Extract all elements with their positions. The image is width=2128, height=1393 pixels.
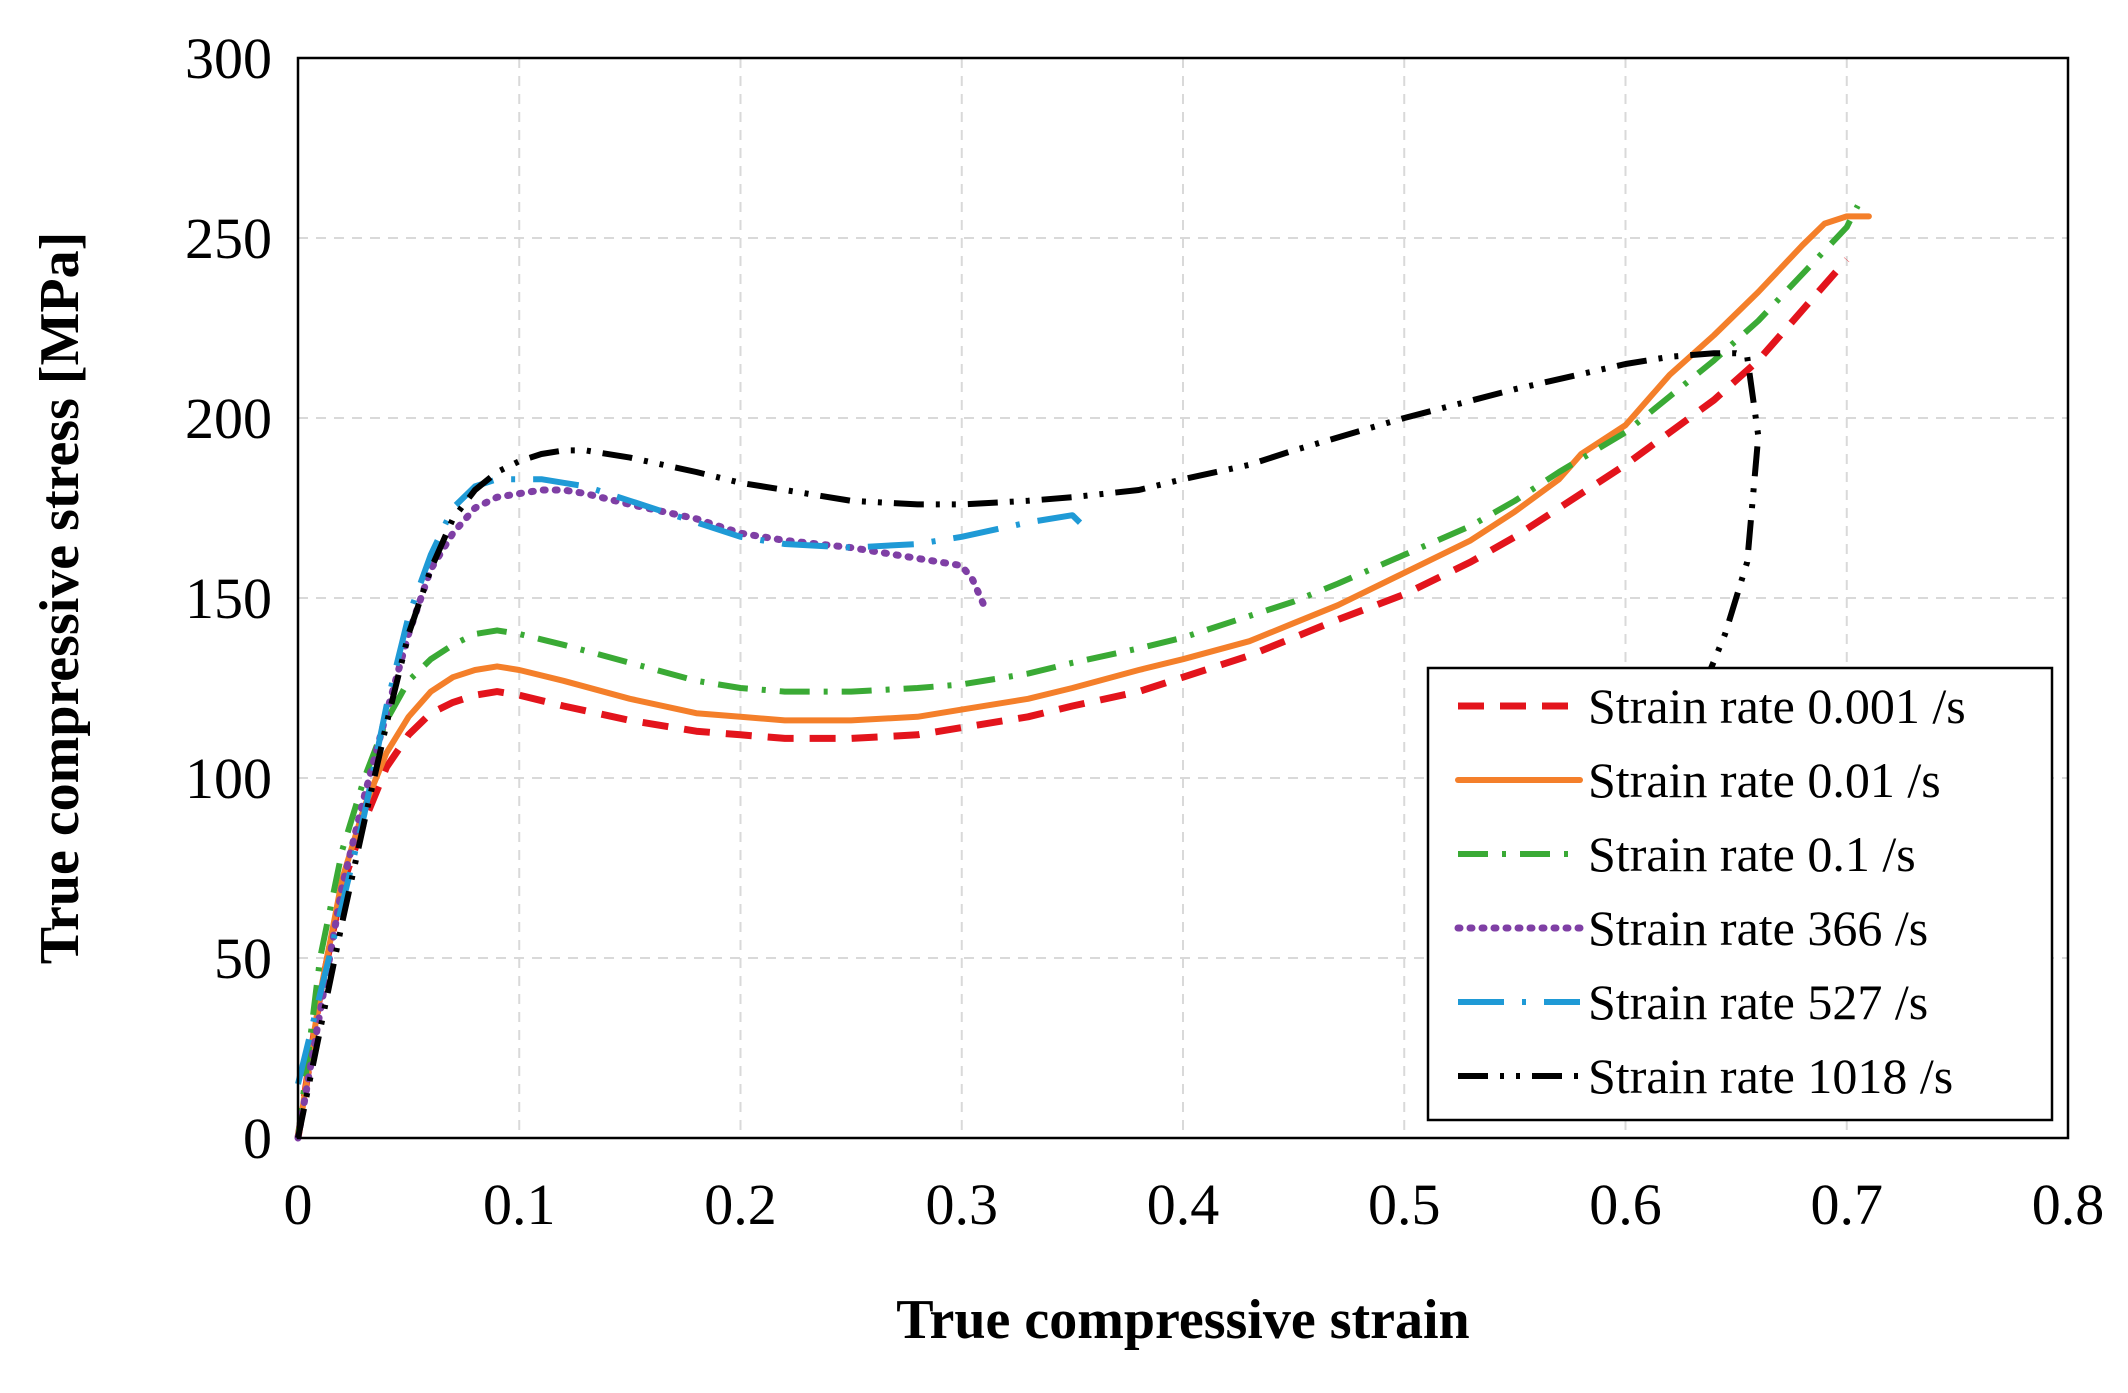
series-line-1	[294, 257, 1850, 1139]
series-line-3	[295, 204, 1861, 1139]
x-tick-label: 0.8	[2032, 1172, 2105, 1237]
series-line-2	[295, 213, 1872, 1141]
y-axis-title: True compressive stress [MPa]	[29, 232, 91, 964]
x-tick-label: 0.3	[926, 1172, 999, 1237]
x-tick-label: 0.1	[483, 1172, 556, 1237]
legend-label-1: Strain rate 0.001 /s	[1588, 678, 1966, 734]
tick-layer: 0 0.1 0.2 0.3 0.4 0.5 0.6 0.7 0.8 0 50 100 150 200 250…	[185, 26, 2104, 1237]
legend: Strain rate 0.001 /s Strain rate 0.01 /s S…	[1426, 666, 2054, 1122]
y-tick-label: 300	[185, 26, 272, 91]
x-tick-label: 0.4	[1147, 1172, 1220, 1237]
legend-label-5: Strain rate 527 /s	[1588, 974, 1928, 1030]
x-tick-label: 0.2	[704, 1172, 777, 1237]
x-tick-label: 0.6	[1589, 1172, 1662, 1237]
legend-label-4: Strain rate 366 /s	[1588, 900, 1928, 956]
grid-layer	[298, 58, 2068, 1138]
legend-label-2: Strain rate 0.01 /s	[1588, 752, 1941, 808]
x-tick-label: 0	[284, 1172, 313, 1237]
y-tick-label: 150	[185, 566, 272, 631]
y-tick-label: 100	[185, 746, 272, 811]
y-tick-label: 250	[185, 206, 272, 271]
plot-frame	[296, 56, 2070, 1140]
y-tick-label: 50	[214, 926, 272, 991]
x-tick-label: 0.5	[1368, 1172, 1441, 1237]
y-tick-label: 0	[243, 1106, 272, 1171]
legend-box	[1426, 666, 2054, 1122]
legend-label-3: Strain rate 0.1 /s	[1588, 826, 1916, 882]
x-axis-title: True compressive strain	[896, 1289, 1469, 1351]
y-tick-label: 200	[185, 386, 272, 451]
legend-label-6: Strain rate 1018 /s	[1588, 1048, 1953, 1104]
series-line-6	[295, 350, 1762, 1139]
series-layer	[294, 204, 1872, 1142]
x-tick-label: 0.7	[1811, 1172, 1884, 1237]
series-line-5	[295, 476, 1089, 1085]
